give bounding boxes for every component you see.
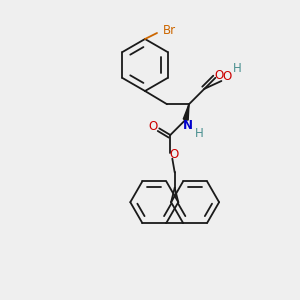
Text: Br: Br	[163, 25, 176, 38]
Text: H: H	[195, 127, 204, 140]
Text: O: O	[149, 120, 158, 133]
Text: H: H	[233, 62, 242, 76]
Text: N: N	[183, 119, 193, 132]
Text: O: O	[223, 70, 232, 83]
Polygon shape	[183, 104, 189, 120]
Text: O: O	[215, 69, 224, 82]
Text: O: O	[170, 148, 179, 161]
